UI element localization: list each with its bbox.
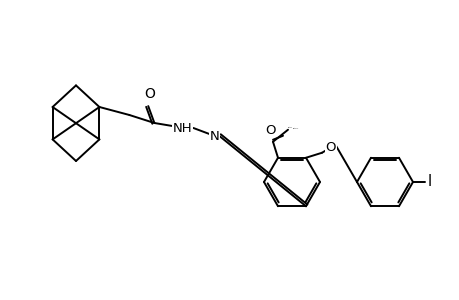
Text: N: N [209, 130, 219, 142]
Text: I: I [427, 175, 431, 190]
Text: NH: NH [172, 122, 192, 134]
Text: methoxy: methoxy [292, 128, 299, 129]
Text: O: O [325, 141, 336, 154]
Text: methyl: methyl [287, 127, 292, 128]
Text: O: O [265, 124, 276, 137]
Text: O: O [144, 87, 154, 101]
